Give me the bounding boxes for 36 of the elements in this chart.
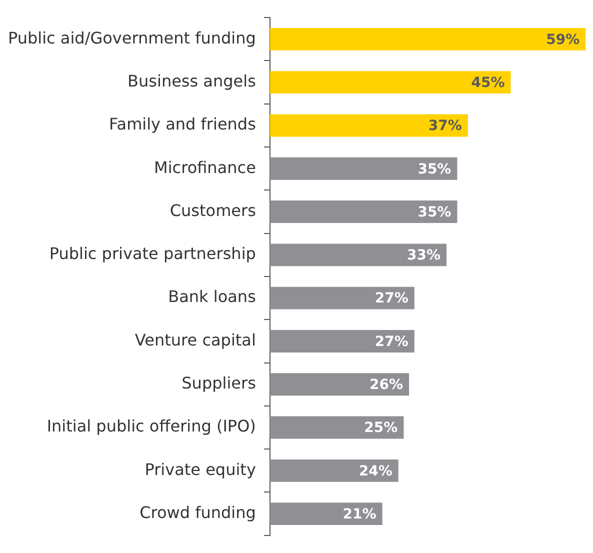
data-label: 37% (428, 118, 462, 134)
bar (270, 459, 398, 482)
y-tick-label: Public private partnership (49, 244, 256, 264)
y-tick-label: Family and friends (109, 114, 256, 134)
y-tick-label: Crowd funding (140, 502, 256, 522)
data-label: 27% (374, 290, 408, 307)
y-tick-label: Customers (170, 200, 256, 220)
data-label: 26% (370, 377, 404, 394)
bar (270, 286, 414, 310)
y-tick-label: Suppliers (182, 374, 256, 393)
y-tick-label: Venture capital (134, 330, 256, 350)
y-tick-label: Bank loans (168, 287, 256, 306)
data-label: 33% (406, 248, 441, 264)
y-tick-label: Initial public offering (IPO) (46, 416, 256, 436)
data-label: 24% (358, 463, 392, 480)
y-tick-label: Public aid/Government funding (8, 28, 256, 48)
bar (270, 114, 468, 137)
bar (270, 244, 447, 266)
data-label: 25% (364, 420, 398, 436)
bar (270, 28, 586, 50)
y-tick-label: Private equity (144, 460, 256, 479)
data-label: 45% (471, 74, 505, 91)
bar (270, 157, 458, 180)
bar (270, 502, 382, 526)
bar (270, 71, 511, 94)
data-label: 35% (418, 161, 452, 178)
data-label: 59% (546, 32, 580, 48)
data-label: 21% (342, 506, 376, 522)
data-label: 27% (374, 334, 408, 350)
bar (270, 373, 410, 396)
bar (270, 200, 458, 223)
y-tick-label: Business angels (128, 71, 256, 90)
data-label: 35% (418, 204, 452, 220)
bar (270, 416, 404, 439)
bar (270, 330, 414, 352)
y-tick-label: Microfinance (154, 158, 256, 177)
